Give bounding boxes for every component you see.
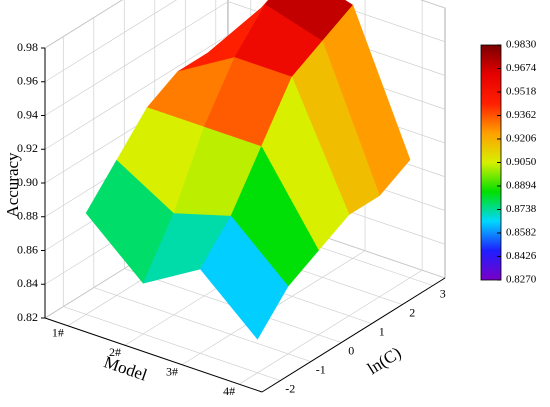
colorbar-label: 0.8738	[506, 203, 537, 215]
surface-patch	[200, 215, 289, 340]
x-tick-label: 2#	[109, 345, 121, 359]
y-axis-label: ln(C)	[364, 343, 405, 378]
grid-line	[44, 1, 229, 116]
grid-line	[44, 0, 177, 83]
colorbar-label: 0.9362	[506, 109, 536, 121]
z-tick-label: 0.84	[17, 276, 38, 290]
colorbar-label: 0.8582	[506, 227, 536, 239]
z-tick-label: 0.92	[17, 141, 38, 155]
surface	[85, 0, 411, 340]
x-axis-label: Model	[101, 352, 149, 385]
z-tick-label: 0.90	[17, 175, 38, 189]
y-tick-label: 2	[409, 305, 415, 319]
colorbar-label: 0.8894	[506, 180, 537, 192]
y-tick-label: 0	[348, 343, 354, 357]
grid-line	[238, 269, 423, 385]
z-axis-label: Accuracy	[3, 152, 22, 218]
z-tick-label: 0.94	[17, 107, 38, 121]
z-tick-label: 0.88	[17, 209, 38, 223]
colorbar-label: 0.9206	[506, 133, 537, 145]
colorbar-label: 0.9050	[506, 156, 537, 168]
colorbar-label: 0.8426	[506, 250, 537, 262]
grid-line	[93, 287, 311, 362]
z-tick-label: 0.98	[17, 40, 38, 54]
z-tick-label: 0.96	[17, 74, 38, 88]
colorbar-label: 0.9674	[506, 62, 537, 74]
z-tick-label: 0.86	[17, 242, 38, 256]
colorbar-label: 0.8270	[506, 274, 537, 286]
labels: 0.82 0.84 0.86 0.88 0.90 0.92 0.94 0.96 0.98 1# 2#…	[3, 39, 537, 398]
grid-line	[63, 306, 281, 381]
y-tick-label: -1	[316, 362, 326, 376]
grid-line	[44, 34, 229, 150]
colorbar-label: 0.9518	[506, 86, 537, 98]
grid-line	[44, 0, 123, 49]
y-tick-label: 3	[440, 286, 446, 300]
x-tick-label: 3#	[166, 364, 178, 378]
x-tick-label: 4#	[223, 384, 235, 398]
z-tick-label: 0.82	[17, 310, 38, 324]
colorbar-label: 0.9830	[506, 39, 537, 51]
axis-line	[261, 277, 446, 393]
y-tick-label: -2	[285, 381, 295, 395]
axis-line	[44, 317, 263, 393]
x-tick-label: 1#	[52, 326, 64, 340]
y-tick-label: 1	[379, 324, 385, 338]
